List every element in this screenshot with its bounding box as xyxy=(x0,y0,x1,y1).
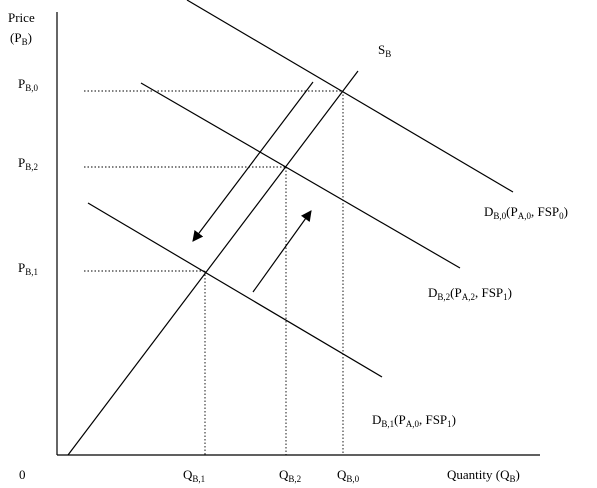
demand-curve-0 xyxy=(186,0,514,193)
demand-curve-1 xyxy=(87,202,383,378)
origin-label: 0 xyxy=(19,467,26,482)
demand-label-2: DB,2(PA,2, FSP1) xyxy=(428,285,512,302)
demand-curve-2 xyxy=(140,82,461,269)
shift-arrow-down xyxy=(192,81,314,242)
y-axis-title: Price xyxy=(8,10,35,25)
quantity-label-qb1: QB,1 xyxy=(183,467,205,484)
quantity-label-qb2: QB,2 xyxy=(279,467,301,484)
shift-arrow-up xyxy=(252,210,312,293)
demand-label-0: DB,0(PA,0, FSP0) xyxy=(484,204,568,221)
supply-curve xyxy=(67,70,359,456)
demand-label-1: DB,1(PA,0, FSP1) xyxy=(372,412,456,429)
price-label-pb1: PB,1 xyxy=(18,260,38,277)
y-axis-unit: (PB) xyxy=(10,30,32,47)
quantity-label-qb0: QB,0 xyxy=(337,467,360,484)
supply-label: SB xyxy=(378,42,391,59)
price-label-pb2: PB,2 xyxy=(18,155,38,172)
x-axis-title: Quantity (QB) xyxy=(447,467,520,484)
price-label-pb0: PB,0 xyxy=(18,76,38,93)
